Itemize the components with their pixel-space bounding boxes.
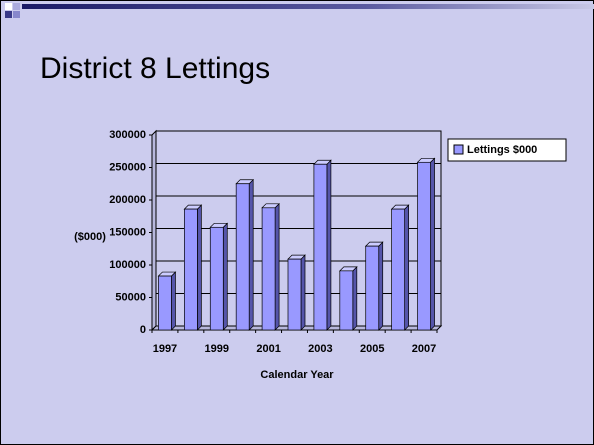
x-tick-label: 2007 (412, 343, 436, 355)
bar (209, 226, 224, 331)
bar (158, 275, 172, 331)
top-bar (22, 4, 594, 9)
bar-side (326, 159, 332, 331)
slide-title: District 8 Lettings (40, 52, 270, 85)
bar (417, 161, 431, 331)
bar-side (274, 202, 280, 331)
legend (447, 138, 567, 162)
deco-square (13, 11, 20, 18)
legend-label: Lettings $000 (467, 144, 537, 156)
bar (261, 207, 276, 331)
bar-side (378, 241, 384, 331)
bar-side (197, 204, 202, 331)
x-tick-label: 1999 (205, 343, 229, 355)
x-tick-label: 1997 (153, 343, 177, 355)
bar (313, 163, 328, 331)
bar-side (222, 222, 228, 331)
bar (235, 183, 250, 331)
legend-swatch (453, 144, 464, 155)
y-tick-label: 200000 (109, 194, 146, 206)
x-tick-label: 2003 (308, 343, 332, 355)
bar-side (404, 204, 409, 331)
bar-side (352, 266, 358, 331)
bar (391, 208, 405, 331)
bar (339, 270, 354, 331)
y-tick-label: 50000 (115, 291, 146, 303)
bar-side (171, 271, 176, 331)
deco-square (13, 3, 20, 10)
y-tick-label: 300000 (109, 129, 146, 141)
deco-square (5, 3, 12, 10)
y-tick-label: 250000 (109, 161, 146, 173)
bar (184, 208, 198, 331)
side-wall (151, 129, 157, 332)
bar-side (248, 178, 254, 331)
x-tick-label: 2005 (360, 343, 384, 355)
x-tick-label: 2001 (256, 343, 280, 355)
bar-side (300, 254, 306, 331)
y-tick-label: 0 (140, 324, 146, 336)
x-axis-label: Calendar Year (260, 369, 334, 381)
bar (287, 258, 302, 331)
bar-side (430, 157, 435, 331)
y-axis-label: ($000) (74, 231, 106, 243)
deco-square (5, 11, 12, 18)
bar (365, 245, 380, 331)
y-tick-label: 150000 (109, 226, 146, 238)
y-tick-label: 100000 (109, 259, 146, 271)
